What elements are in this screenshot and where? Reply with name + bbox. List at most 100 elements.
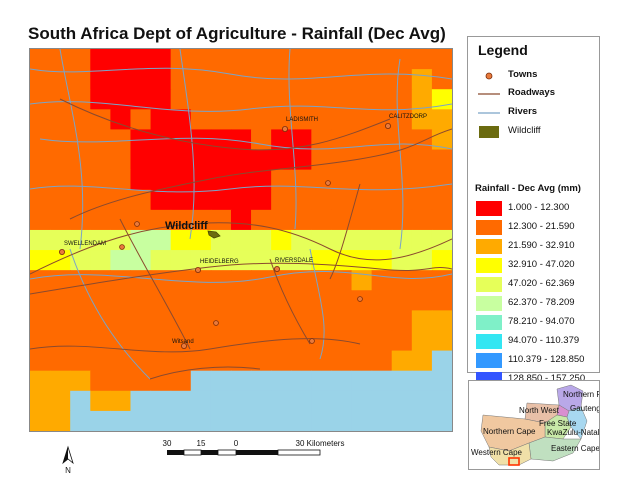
town-marker[interactable] [325, 180, 331, 186]
raster-cell [431, 49, 452, 70]
raster-cell [311, 350, 333, 372]
town-label: Witsand [172, 339, 194, 345]
raster-cell [50, 169, 71, 191]
town-label: SWELLENDAM [64, 241, 106, 247]
raster-cell [391, 350, 413, 372]
raster-cell [291, 129, 312, 151]
raster-cell [150, 89, 172, 110]
raster-cell [371, 229, 393, 251]
raster-cell [110, 89, 132, 110]
raster-cell [130, 89, 152, 110]
province-label: Eastern Cape [551, 444, 599, 453]
raster-cell [170, 410, 192, 431]
raster-cell [70, 250, 91, 271]
raster-cell [331, 209, 353, 231]
raster-cell [411, 169, 433, 191]
raster-cell [291, 330, 312, 352]
raster-cell [251, 330, 272, 352]
raster-cell [110, 69, 132, 90]
legend-item-label: Towns [508, 69, 538, 80]
raster-cell [371, 390, 393, 412]
raster-cell [210, 89, 232, 110]
raster-cell [130, 69, 152, 90]
raster-cell [411, 370, 433, 392]
raster-cell [130, 250, 152, 271]
rainfall-class-label: 21.590 - 32.910 [508, 240, 575, 251]
raster-cell [30, 290, 51, 311]
scale-tick-label: 0 [234, 439, 239, 448]
raster-cell [391, 89, 413, 110]
raster-cell [50, 149, 71, 171]
raster-cell [331, 189, 353, 211]
raster-cell [30, 69, 51, 90]
raster-cell [30, 89, 51, 110]
province-label: KwaZulu-Natal [547, 428, 599, 437]
scale-bar-svg: 30 15 0 30 Kilometers [163, 439, 344, 456]
raster-cell [230, 129, 252, 151]
legend-item-wildcliff: Wildcliff [468, 123, 599, 141]
raster-cell [251, 129, 272, 151]
raster-cell [371, 49, 393, 70]
town-label: LADISMITH [286, 117, 318, 123]
road-path [30, 338, 361, 353]
raster-cell [170, 229, 192, 251]
raster-cell [150, 49, 172, 70]
raster-cell [331, 89, 353, 110]
raster-cell [411, 290, 433, 311]
raster-cell [170, 109, 192, 131]
raster-cell [50, 350, 71, 372]
raster-cell [110, 149, 132, 171]
roads-layer [30, 98, 452, 380]
raster-cell [190, 209, 212, 231]
town-marker[interactable] [119, 244, 125, 250]
town-marker[interactable] [357, 296, 363, 302]
raster-cell [331, 370, 353, 392]
raster-cell [351, 390, 373, 412]
raster-cell [311, 149, 333, 171]
raster-cell [190, 350, 212, 372]
raster-cell [210, 189, 232, 211]
raster-cell [271, 169, 292, 191]
raster-cell [271, 129, 292, 151]
raster-cell [411, 410, 433, 431]
raster-cell [70, 169, 91, 191]
locator-inset-map[interactable]: Northern Province Gauteng North West Free S… [468, 380, 600, 470]
raster-cell [70, 270, 91, 291]
rainfall-class-label: 32.910 - 47.020 [508, 259, 575, 270]
map-frame[interactable]: LADISMITH CALITZDORP SWELLENDAM HEIDELBERG R… [29, 48, 453, 432]
raster-cell [110, 370, 132, 392]
raster-cell [371, 250, 393, 271]
river-path [30, 101, 452, 112]
town-marker[interactable] [281, 126, 288, 133]
province-label: Free State [539, 419, 577, 428]
raster-cell [150, 189, 172, 211]
raster-cell [311, 370, 333, 392]
rainfall-class-label: 110.379 - 128.850 [508, 354, 585, 365]
town-marker[interactable] [213, 320, 219, 326]
raster-cell [130, 370, 152, 392]
raster-cell [50, 330, 71, 352]
raster-cell [110, 129, 132, 151]
raster-cell [251, 310, 272, 332]
raster-cell [271, 109, 292, 131]
town-marker[interactable] [58, 248, 65, 255]
raster-cell [291, 69, 312, 90]
raster-cell [251, 250, 272, 271]
raster-cell [311, 330, 333, 352]
raster-cell [110, 410, 132, 431]
town-marker[interactable] [180, 342, 187, 349]
map-canvas[interactable]: LADISMITH CALITZDORP SWELLENDAM HEIDELBERG R… [30, 49, 452, 431]
rainfall-class-row: 78.210 - 94.070 [468, 314, 599, 332]
town-marker[interactable] [194, 266, 201, 273]
raster-cell [431, 290, 452, 311]
raster-cell [90, 370, 111, 392]
town-marker[interactable] [384, 123, 391, 130]
town-marker[interactable] [134, 221, 140, 227]
river-path [59, 49, 84, 250]
raster-cell [90, 89, 111, 110]
raster-cell [251, 189, 272, 211]
town-marker[interactable] [273, 265, 280, 272]
raster-cell [351, 410, 373, 431]
rainfall-class-label: 94.070 - 110.379 [508, 335, 580, 346]
town-marker[interactable] [309, 338, 315, 344]
